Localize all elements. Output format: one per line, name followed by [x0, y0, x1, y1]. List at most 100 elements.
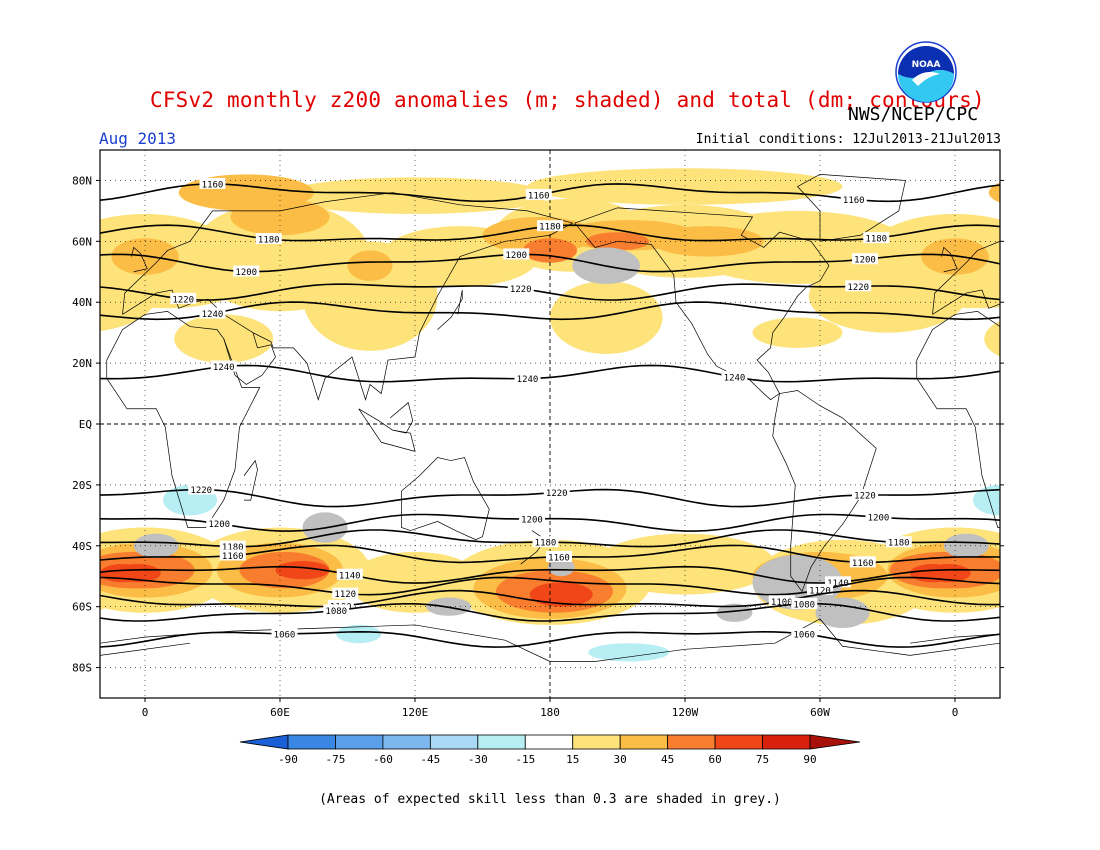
contour-label: 1200	[521, 515, 543, 525]
coastline	[772, 390, 877, 593]
contour-label: 1220	[847, 283, 869, 293]
contour-label: 1200	[235, 268, 257, 278]
contour-label-bg	[188, 483, 215, 495]
anomaly-pos30	[988, 182, 1000, 203]
coastline	[100, 618, 1000, 662]
colorbar-segment	[667, 734, 716, 750]
lon-tick-label: 0	[952, 706, 959, 719]
contour-label: 1220	[172, 295, 194, 305]
coastline	[437, 289, 463, 330]
contour-label-bg	[503, 248, 530, 260]
coastline	[390, 402, 414, 434]
anomaly-pos30	[347, 250, 393, 281]
colorbar-tick-label: -15	[515, 753, 535, 766]
colorbar-tick-label: 30	[614, 753, 627, 766]
lon-tick-label: 120W	[672, 706, 699, 719]
contour-label: 1180	[865, 235, 887, 245]
coastline	[1054, 461, 1068, 501]
contour-1240	[100, 364, 1000, 383]
anomaly-neg15	[982, 484, 1000, 516]
contour-label: 1220	[510, 285, 532, 295]
anomaly-pos30	[230, 198, 330, 236]
lat-tick-label: 20S	[72, 479, 92, 492]
colorbar-segment	[762, 734, 811, 750]
contour-label-bg	[863, 232, 890, 244]
colorbar-segment	[477, 734, 526, 750]
contour-label: 1200	[868, 514, 890, 524]
map-axes: 80N 60N 40N 20N EQ 20S 40S 60S 80S 0 60E 120E 180 120…	[72, 174, 1004, 719]
colorbar-tick-label: -30	[468, 753, 488, 766]
colorbar-arrow-left	[239, 734, 289, 750]
colorbar-tick-label: -90	[278, 753, 298, 766]
contour-label: 1060	[793, 631, 815, 641]
contour-label-bg	[865, 511, 892, 523]
coastline	[0, 208, 19, 400]
coastline	[0, 391, 66, 592]
contour-1080	[100, 603, 1000, 622]
logo-text: NOAA	[912, 60, 941, 70]
contour-label: 1100	[771, 598, 793, 608]
lon-tick-label: 0	[142, 706, 149, 719]
anomaly-pos15	[984, 320, 1000, 357]
low-skill-area	[943, 533, 989, 558]
colorbar-tick-label: 75	[756, 753, 769, 766]
contour-label-bg	[219, 549, 246, 561]
anomaly-pos15	[595, 533, 775, 595]
contour-label-bg	[514, 372, 541, 384]
contour-label: 1160	[528, 191, 550, 201]
contour-label-bg	[768, 595, 795, 607]
contour-label: 1200	[854, 256, 876, 266]
colorbar-segment	[714, 734, 763, 750]
contour-label-bg	[271, 627, 298, 639]
anomaly-pos60	[275, 561, 330, 580]
contour-label: 1200	[208, 520, 230, 530]
anomaly-pos15	[752, 317, 843, 348]
anomaly-pos15	[1000, 528, 1100, 613]
coastline	[574, 207, 830, 401]
contour-label: 1180	[258, 236, 280, 246]
anomaly-pos15	[527, 168, 843, 205]
coastline	[358, 408, 416, 452]
contour-label-bg	[519, 512, 545, 524]
lat-lon-grid	[100, 150, 1000, 698]
contour-label: 1180	[888, 539, 910, 549]
coastline	[131, 246, 148, 273]
contour-label-bg	[525, 188, 552, 200]
anomaly-pos15	[1000, 202, 1100, 312]
contour-label-bg	[255, 233, 282, 245]
contour-label-bg	[219, 540, 246, 552]
lon-tick-label: 60W	[810, 706, 830, 719]
lon-tick-label: 120E	[402, 706, 429, 719]
contour-label-bg	[336, 568, 363, 580]
colorbar-segment	[524, 734, 574, 750]
anomaly-pos60	[529, 582, 593, 607]
coastline	[1034, 333, 1086, 385]
contour-label-bg	[791, 628, 818, 640]
contour-label-bg	[825, 576, 851, 588]
contour-label: 1080	[793, 600, 815, 610]
colorbar: -90 -75 -60 -45 -30 -15 15 30 45 60 75 90	[239, 734, 861, 766]
contour-label: 1220	[190, 486, 212, 496]
contour-label: 1180	[222, 543, 244, 553]
contour-1120	[100, 576, 1000, 596]
low-skill-area	[815, 597, 870, 628]
contour-label: 1220	[854, 492, 876, 502]
contour-label-bg	[170, 292, 197, 304]
coastline	[401, 457, 490, 541]
lat-tick-label: 80S	[72, 662, 92, 675]
lat-tick-label: 80N	[72, 174, 92, 187]
lat-tick-label: 60N	[72, 235, 92, 248]
lat-tick-label: 40S	[72, 540, 92, 553]
colorbar-tick-label: -60	[373, 753, 393, 766]
colorbar-tick-label: 15	[566, 753, 579, 766]
contour-1100	[100, 589, 1000, 608]
contour-label: 1200	[505, 251, 527, 261]
initial-conditions: Initial conditions: 12Jul2013-21Jul2013	[695, 132, 1001, 147]
anomaly-pos15	[550, 280, 663, 354]
contour-label-bg	[840, 193, 867, 205]
contour-label: 1180	[539, 223, 561, 233]
forecast-period: Aug 2013	[99, 129, 177, 148]
coastline	[122, 192, 574, 401]
